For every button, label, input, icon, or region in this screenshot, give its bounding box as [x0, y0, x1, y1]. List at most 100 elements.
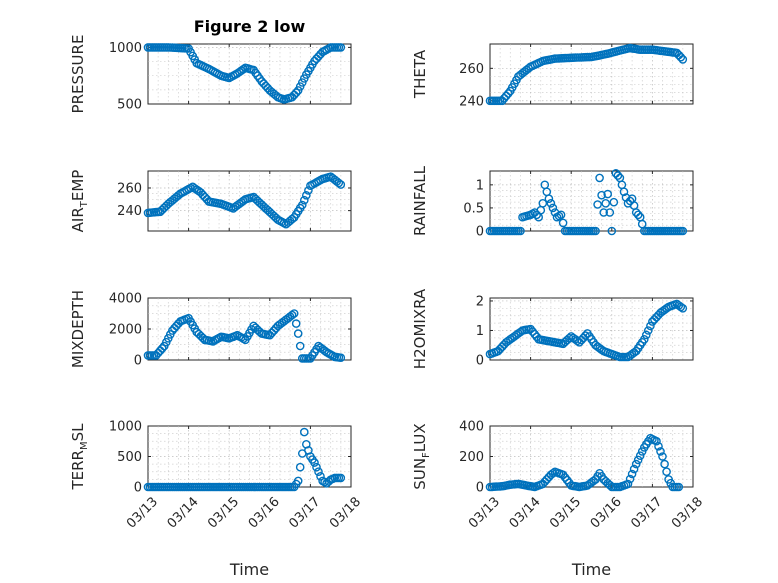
data-point [629, 464, 639, 474]
data-point [516, 226, 525, 236]
data-point [336, 473, 346, 483]
y-tick-label: 500 [117, 450, 142, 465]
data-point [291, 319, 301, 328]
y-tick-label: 4000 [109, 292, 142, 307]
data-point [528, 327, 537, 336]
y-label-main: H2OMIXRA [411, 288, 429, 369]
data-point [619, 187, 629, 197]
data-point [544, 194, 554, 203]
y-label-subscript: F [421, 452, 432, 458]
y-label-main: AIR [69, 207, 87, 232]
y-tick-label: 1000 [109, 420, 142, 435]
y-tick-label: 260 [459, 62, 484, 77]
y-tick-label: 0 [134, 354, 142, 369]
y-tick-label: 0 [476, 225, 484, 240]
y-tick-label: 240 [459, 94, 484, 109]
y-axis-label: H2OMIXRA [411, 288, 429, 369]
data-point [633, 455, 643, 465]
data-point [631, 459, 641, 469]
data-point [299, 427, 309, 437]
y-axis-label: PRESSURE [69, 35, 87, 114]
data-point [501, 91, 511, 101]
data-point [291, 88, 301, 97]
data-point [299, 195, 309, 205]
y-tick-label: 200 [459, 450, 484, 465]
y-label-subscript: M [79, 441, 90, 450]
y-tick-label: 0 [134, 481, 142, 496]
y-label-main: RAINFALL [411, 165, 429, 236]
data-point [599, 208, 609, 217]
data-point [538, 198, 548, 208]
x-axis-label: Time [571, 560, 611, 579]
data-point [678, 55, 688, 64]
data-point [635, 451, 645, 461]
y-label-tail: SL [69, 423, 87, 442]
data-point [548, 468, 558, 478]
data-point [316, 471, 325, 481]
data-point [301, 190, 311, 200]
data-point [642, 330, 651, 340]
data-point [601, 198, 611, 208]
y-label-main: MIXDEPTH [69, 290, 87, 368]
y-tick-label: 400 [459, 420, 484, 435]
data-point [310, 458, 319, 467]
data-point [312, 462, 321, 472]
data-point [640, 334, 649, 344]
y-label-subscript: T [79, 200, 90, 208]
data-point [287, 310, 297, 320]
y-tick-label: 0 [476, 354, 484, 369]
y-label-main: TERR [69, 450, 87, 491]
data-point [644, 326, 653, 335]
data-point [678, 303, 688, 313]
y-axis-label: SUNFLUX [411, 423, 432, 489]
data-point [595, 173, 604, 183]
data-point [558, 218, 568, 228]
data-point [609, 197, 619, 207]
data-point [627, 469, 637, 479]
data-point [597, 190, 606, 200]
data-point [625, 474, 635, 484]
data-point [564, 333, 574, 343]
y-tick-label: 0 [476, 481, 484, 496]
data-point [637, 447, 647, 456]
data-point [652, 436, 661, 446]
y-tick-label: 500 [117, 98, 142, 113]
data-point [613, 171, 623, 180]
y-axis-label: MIXDEPTH [69, 290, 87, 368]
subplot-theta: 240 260 THETA [411, 43, 694, 109]
data-point [304, 186, 313, 195]
y-axis-label: THETA [411, 49, 429, 99]
y-axis-label: RAINFALL [411, 165, 429, 236]
data-point [605, 208, 615, 217]
data-point [297, 200, 307, 210]
data-point [656, 447, 665, 456]
data-point [503, 89, 513, 98]
y-axis-label: AIRTEMP [69, 170, 90, 233]
subplot-pressure: 500 1000 PRESSURE Figure 2 low [69, 17, 352, 114]
y-tick-label: 2000 [109, 323, 142, 338]
y-label-main: PRESSURE [69, 35, 87, 114]
y-label-main: THETA [411, 49, 429, 99]
data-point [157, 344, 167, 353]
data-point [658, 452, 667, 461]
data-point [289, 309, 299, 318]
data-point [654, 441, 663, 451]
data-point [581, 331, 590, 340]
data-point [646, 321, 655, 331]
data-point [623, 479, 633, 489]
figure-title: Figure 2 low [194, 17, 306, 36]
data-point [556, 210, 566, 220]
y-label-tail: EMP [69, 170, 87, 201]
data-point [239, 64, 248, 74]
data-point [603, 189, 613, 199]
data-point [593, 200, 602, 209]
data-point [546, 198, 556, 208]
data-point [591, 226, 600, 236]
y-tick-label: 1 [476, 324, 484, 339]
subplot-air: 240 260 AIRTEMP [69, 170, 352, 233]
y-tick-label: 240 [117, 204, 142, 219]
y-axis-label: TERRMSL [69, 423, 90, 491]
data-point [676, 52, 686, 62]
y-tick-label: 1 [476, 178, 484, 193]
